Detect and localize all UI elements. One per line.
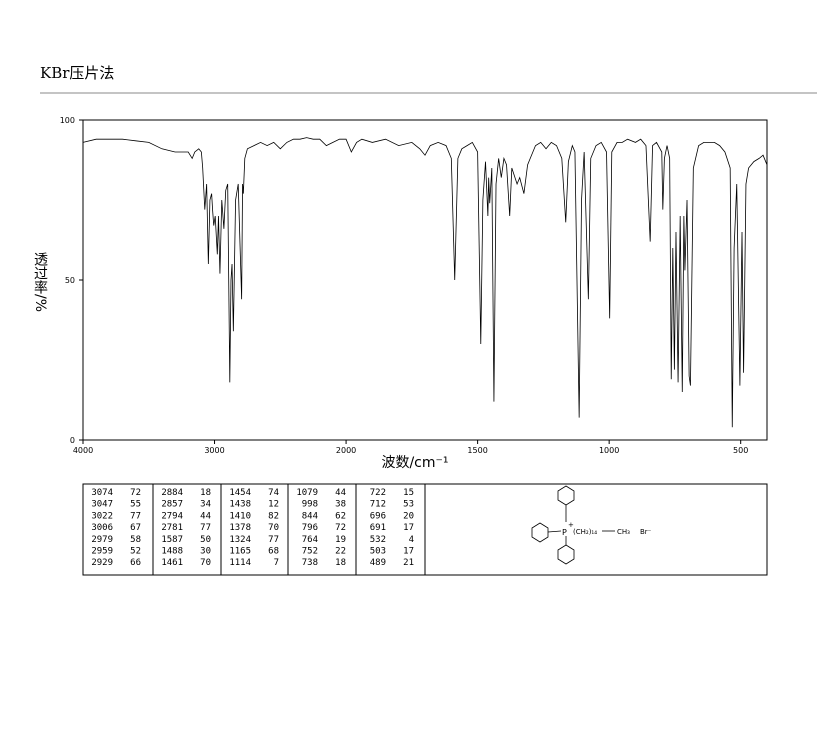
end-group-label: CH₃ [617, 528, 630, 536]
peak-wavenumber: 1079 [296, 488, 318, 498]
peak-wavenumber: 532 [370, 535, 386, 545]
peak-wavenumber: 489 [370, 558, 386, 568]
peak-transmittance: 72 [335, 523, 346, 533]
peak-transmittance: 74 [268, 488, 279, 498]
peak-transmittance: 66 [130, 558, 141, 568]
peak-transmittance: 38 [335, 500, 346, 510]
peak-wavenumber: 796 [302, 523, 318, 533]
peak-wavenumber: 691 [370, 523, 386, 533]
peak-wavenumber: 844 [302, 511, 318, 521]
x-tick-label: 4000 [73, 446, 93, 455]
peak-transmittance: 52 [130, 547, 141, 557]
peak-wavenumber: 1488 [161, 547, 183, 557]
peak-transmittance: 62 [335, 511, 346, 521]
peak-transmittance: 4 [409, 535, 414, 545]
peak-transmittance: 55 [130, 500, 141, 510]
phenyl [557, 544, 575, 565]
y-tick-label: 100 [60, 116, 75, 125]
x-axis-label: 波数/cm⁻¹ [381, 455, 448, 471]
peak-transmittance: 58 [130, 535, 141, 545]
peak-transmittance: 72 [130, 488, 141, 498]
peak-wavenumber: 2979 [91, 535, 113, 545]
peak-wavenumber: 1438 [229, 500, 251, 510]
peak-wavenumber: 3074 [91, 488, 113, 498]
chain-label: (CH₂)₁₄ [573, 528, 597, 536]
peak-transmittance: 7 [274, 558, 279, 568]
peak-transmittance: 22 [335, 547, 346, 557]
peak-wavenumber: 2781 [161, 523, 183, 533]
peak-transmittance: 18 [200, 488, 211, 498]
y-tick-label: 50 [65, 276, 75, 285]
peak-wavenumber: 1165 [229, 547, 251, 557]
peak-wavenumber: 712 [370, 500, 386, 510]
peak-wavenumber: 3022 [91, 511, 113, 521]
peak-transmittance: 44 [335, 488, 346, 498]
title: KBr压片法 [40, 64, 114, 82]
x-tick-label: 3000 [204, 446, 224, 455]
peak-transmittance: 67 [130, 523, 141, 533]
peak-wavenumber: 1410 [229, 511, 251, 521]
peak-transmittance: 82 [268, 511, 279, 521]
anion-label: Br⁻ [640, 528, 652, 536]
atom-label: P [562, 528, 567, 537]
bond [547, 530, 562, 533]
peak-transmittance: 30 [200, 547, 211, 557]
peak-transmittance: 21 [403, 558, 414, 568]
peak-wavenumber: 1587 [161, 535, 183, 545]
peak-transmittance: 15 [403, 488, 414, 498]
peak-transmittance: 50 [200, 535, 211, 545]
y-axis-label: 透过率/% [32, 252, 48, 312]
peak-wavenumber: 738 [302, 558, 318, 568]
x-tick-label: 2000 [336, 446, 356, 455]
peak-transmittance: 12 [268, 500, 279, 510]
peak-wavenumber: 503 [370, 547, 386, 557]
peak-wavenumber: 2857 [161, 500, 183, 510]
peak-transmittance: 20 [403, 511, 414, 521]
peak-wavenumber: 752 [302, 547, 318, 557]
peak-transmittance: 77 [200, 523, 211, 533]
peak-transmittance: 34 [200, 500, 211, 510]
y-tick-label: 0 [70, 436, 75, 445]
peak-transmittance: 70 [268, 523, 279, 533]
x-tick-label: 1000 [599, 446, 619, 455]
peak-wavenumber: 1324 [229, 535, 251, 545]
peak-transmittance: 53 [403, 500, 414, 510]
peak-transmittance: 17 [403, 523, 414, 533]
phenyl [531, 522, 549, 543]
charge-label: + [568, 521, 574, 529]
x-tick-label: 500 [733, 446, 748, 455]
peak-wavenumber: 1378 [229, 523, 251, 533]
peak-wavenumber: 3047 [91, 500, 113, 510]
peak-wavenumber: 696 [370, 511, 386, 521]
peak-transmittance: 77 [268, 535, 279, 545]
phenyl [557, 485, 575, 506]
peak-wavenumber: 1454 [229, 488, 251, 498]
peak-wavenumber: 3006 [91, 523, 113, 533]
peak-wavenumber: 1461 [161, 558, 183, 568]
structure [531, 485, 615, 565]
peak-transmittance: 19 [335, 535, 346, 545]
peak-wavenumber: 764 [302, 535, 318, 545]
peak-transmittance: 18 [335, 558, 346, 568]
peak-wavenumber: 2884 [161, 488, 183, 498]
peak-transmittance: 77 [130, 511, 141, 521]
peak-transmittance: 68 [268, 547, 279, 557]
peak-wavenumber: 2794 [161, 511, 183, 521]
peak-wavenumber: 2959 [91, 547, 113, 557]
peak-wavenumber: 2929 [91, 558, 113, 568]
spectrum-line [82, 137, 768, 428]
peak-transmittance: 17 [403, 547, 414, 557]
peak-wavenumber: 1114 [229, 558, 251, 568]
peak-transmittance: 70 [200, 558, 211, 568]
x-tick-label: 1500 [467, 446, 487, 455]
peak-wavenumber: 722 [370, 488, 386, 498]
peak-transmittance: 44 [200, 511, 211, 521]
peak-wavenumber: 998 [302, 500, 318, 510]
